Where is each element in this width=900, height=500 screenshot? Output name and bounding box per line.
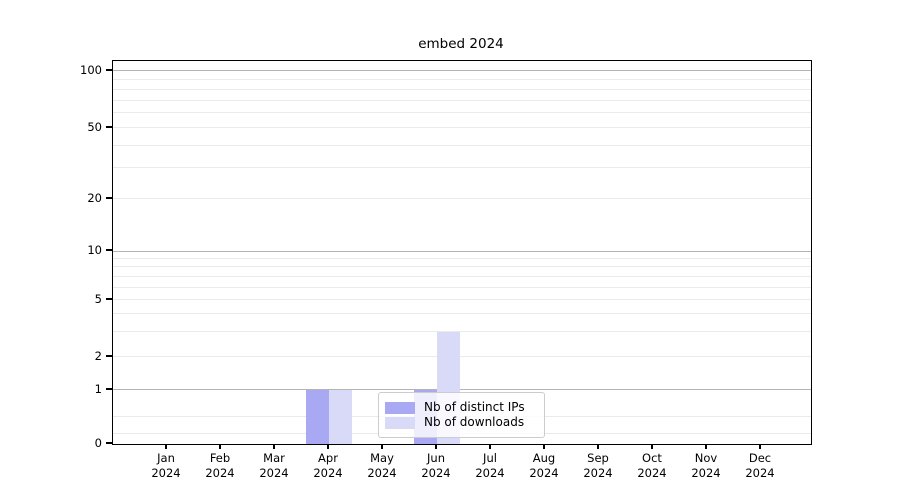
x-tick-label-oct: Oct 2024 bbox=[637, 451, 667, 480]
legend-swatch-downloads bbox=[385, 416, 415, 429]
gridline-minor-6 bbox=[113, 286, 811, 288]
y-tick-label-20: 20 bbox=[87, 190, 102, 205]
x-tick-mark-may bbox=[381, 444, 383, 449]
y-tick-mark-20 bbox=[106, 197, 112, 199]
gridline-major-10 bbox=[113, 250, 811, 252]
y-tick-mark-10 bbox=[106, 249, 112, 251]
legend-label-downloads: Nb of downloads bbox=[424, 415, 525, 429]
x-tick-label-jul: Jul 2024 bbox=[475, 451, 505, 480]
x-tick-mark-dec bbox=[759, 444, 761, 449]
x-tick-mark-aug bbox=[543, 444, 545, 449]
y-tick-label-2: 2 bbox=[94, 348, 102, 363]
y-tick-label-100: 100 bbox=[80, 62, 102, 77]
gridline-minor-70 bbox=[113, 99, 811, 101]
chart-title: embed 2024 bbox=[418, 36, 504, 52]
gridline-major-100 bbox=[113, 70, 811, 72]
gridline-minor-3 bbox=[113, 331, 811, 333]
gridline-minor-80 bbox=[113, 88, 811, 90]
gridline-minor-30 bbox=[113, 167, 811, 169]
legend-item-downloads: Nb of downloads bbox=[385, 415, 536, 430]
x-tick-mark-nov bbox=[705, 444, 707, 449]
gridline-minor-2 bbox=[113, 356, 811, 358]
legend-item-distinct-ips: Nb of distinct IPs bbox=[385, 400, 536, 415]
plot-area bbox=[112, 60, 812, 445]
x-tick-label-sep: Sep 2024 bbox=[583, 451, 613, 480]
y-tick-mark-50 bbox=[106, 126, 112, 128]
y-tick-mark-0 bbox=[106, 442, 112, 444]
x-tick-label-may: May 2024 bbox=[367, 451, 397, 480]
x-tick-mark-sep bbox=[597, 444, 599, 449]
x-tick-mark-mar bbox=[273, 444, 275, 449]
gridline-minor-40 bbox=[113, 144, 811, 146]
gridline-minor-90 bbox=[113, 79, 811, 81]
legend-label-distinct-ips: Nb of distinct IPs bbox=[424, 400, 525, 414]
y-tick-mark-5 bbox=[106, 298, 112, 300]
x-tick-label-aug: Aug 2024 bbox=[529, 451, 559, 480]
x-tick-label-jan: Jan 2024 bbox=[151, 451, 181, 480]
gridline-minor-8 bbox=[113, 266, 811, 268]
gridline-minor-50 bbox=[113, 127, 811, 129]
y-tick-label-0: 0 bbox=[94, 436, 102, 450]
bar-downloads-apr bbox=[329, 389, 352, 444]
legend: Nb of distinct IPs Nb of downloads bbox=[378, 392, 545, 438]
gridline-minor-7 bbox=[113, 275, 811, 277]
x-tick-label-jun: Jun 2024 bbox=[421, 451, 451, 480]
gridline-minor-20 bbox=[113, 198, 811, 200]
gridline-minor-9 bbox=[113, 257, 811, 259]
x-tick-label-feb: Feb 2024 bbox=[205, 451, 235, 480]
y-tick-label-5: 5 bbox=[94, 291, 102, 306]
bar-distinct-ips-apr bbox=[306, 389, 329, 444]
x-tick-mark-jan bbox=[165, 444, 167, 449]
x-tick-label-dec: Dec 2024 bbox=[745, 451, 775, 480]
gridline-major-1 bbox=[113, 389, 811, 391]
x-tick-mark-oct bbox=[651, 444, 653, 449]
y-tick-label-1: 1 bbox=[94, 381, 102, 396]
gridline-minor-60 bbox=[113, 112, 811, 114]
y-tick-label-50: 50 bbox=[87, 119, 102, 134]
x-tick-label-nov: Nov 2024 bbox=[691, 451, 721, 480]
y-tick-mark-2 bbox=[106, 355, 112, 357]
x-tick-mark-jul bbox=[489, 444, 491, 449]
x-tick-label-mar: Mar 2024 bbox=[259, 451, 289, 480]
y-tick-mark-100 bbox=[106, 69, 112, 71]
gridline-minor-5 bbox=[113, 299, 811, 301]
x-tick-mark-apr bbox=[327, 444, 329, 449]
x-tick-mark-jun bbox=[435, 444, 437, 449]
y-tick-label-10: 10 bbox=[87, 243, 102, 257]
x-tick-label-apr: Apr 2024 bbox=[313, 451, 343, 480]
gridline-minor-4 bbox=[113, 313, 811, 315]
legend-swatch-distinct-ips bbox=[385, 401, 415, 414]
x-tick-mark-feb bbox=[219, 444, 221, 449]
y-tick-mark-1 bbox=[106, 388, 112, 390]
